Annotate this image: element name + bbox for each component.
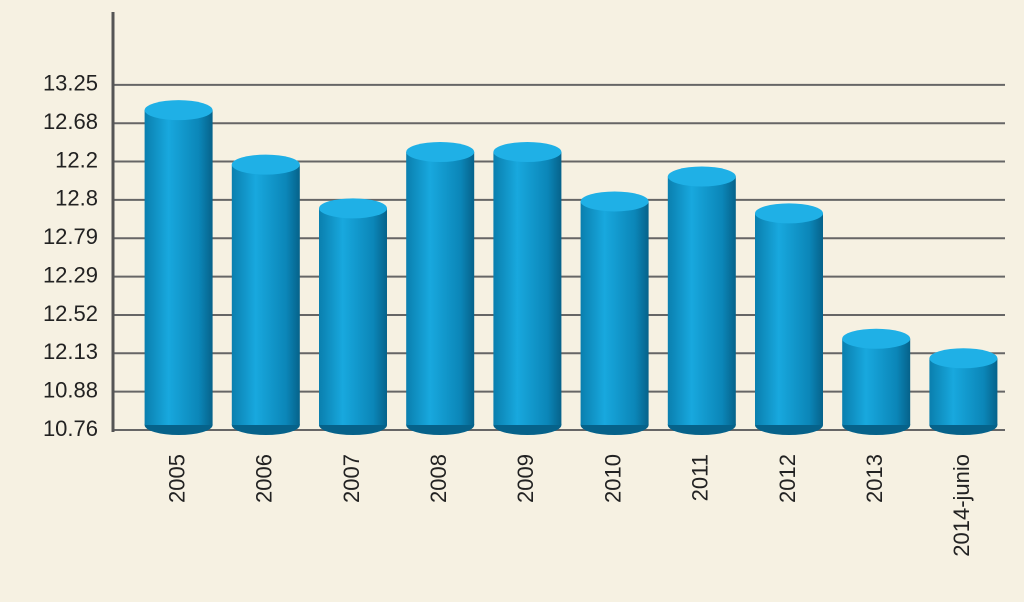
- x-tick-label: 2007: [339, 454, 364, 503]
- y-tick-label: 12.29: [43, 262, 98, 287]
- bar-top: [231, 154, 300, 175]
- y-tick-label: 12.13: [43, 339, 98, 364]
- x-tick-label: 2006: [252, 454, 277, 503]
- bar-top: [929, 348, 998, 369]
- bar-top: [580, 191, 649, 212]
- x-tick-label: 2011: [688, 454, 713, 501]
- bar-body: [231, 164, 300, 426]
- bar-body: [929, 358, 998, 425]
- bar-body: [406, 151, 475, 425]
- bar-top: [493, 141, 562, 162]
- bar: [842, 328, 911, 435]
- x-tick-label: 2008: [426, 454, 451, 503]
- y-tick-label: 10.88: [43, 377, 98, 402]
- bar: [580, 191, 649, 435]
- bar: [667, 166, 736, 435]
- x-tick-label: 2012: [775, 454, 800, 503]
- bar-top: [144, 100, 213, 121]
- bar-top: [755, 203, 823, 224]
- bar-body: [755, 213, 823, 425]
- bar-body: [842, 338, 911, 425]
- y-tick-label: 13.25: [43, 71, 98, 96]
- bar-body: [493, 151, 562, 425]
- x-tick-label: 2005: [164, 454, 189, 503]
- bar-top: [842, 328, 911, 349]
- bar-top: [319, 198, 387, 219]
- y-tick-label: 12.8: [55, 186, 98, 211]
- bar: [493, 141, 562, 435]
- bar: [319, 198, 387, 435]
- y-tick-label: 10.76: [43, 416, 98, 441]
- x-tick-label: 2013: [862, 454, 887, 503]
- y-tick-label: 12.52: [43, 301, 98, 326]
- bar-body: [144, 110, 213, 425]
- bar: [231, 154, 300, 435]
- bar: [406, 141, 475, 435]
- y-tick-label: 12.68: [43, 109, 98, 134]
- bar-top: [406, 141, 475, 162]
- bar-body: [667, 176, 736, 425]
- bar: [755, 203, 823, 435]
- x-tick-label: 2014-junio: [949, 454, 974, 557]
- bar-body: [580, 201, 649, 425]
- bar-body: [319, 208, 387, 425]
- x-tick-label: 2010: [600, 454, 625, 503]
- y-tick-label: 12.2: [55, 147, 98, 172]
- y-tick-label: 12.79: [43, 224, 98, 249]
- bar-top: [667, 166, 736, 187]
- bar: [929, 348, 998, 435]
- x-tick-label: 2009: [513, 454, 538, 503]
- bar: [144, 100, 213, 435]
